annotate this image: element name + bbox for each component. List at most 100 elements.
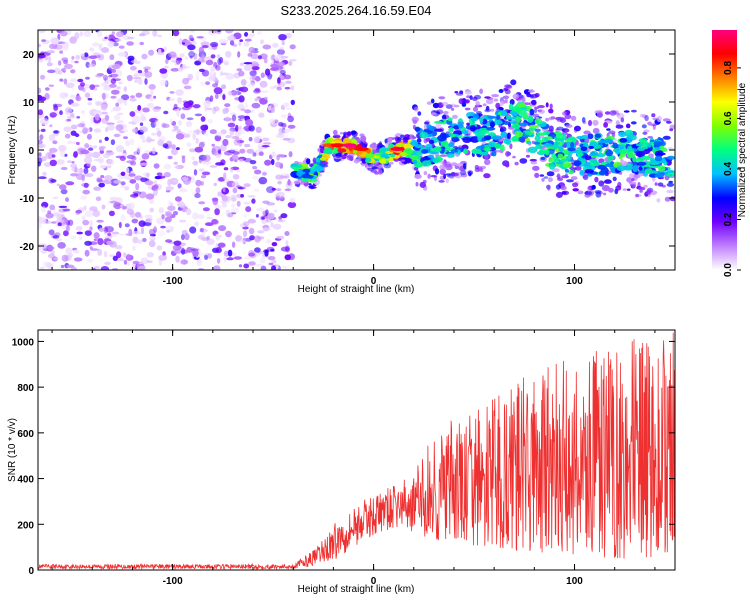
noise-blob	[197, 57, 207, 63]
noise-blob	[136, 239, 143, 244]
noise-blob	[248, 250, 255, 256]
noise-blob	[192, 132, 196, 140]
haze-blob	[339, 131, 343, 135]
signal-blob	[479, 116, 484, 124]
noise-blob	[156, 130, 162, 137]
haze-blob	[615, 124, 624, 129]
haze-blob	[293, 180, 301, 185]
noise-blob	[125, 140, 131, 147]
noise-blob	[182, 77, 190, 85]
noise-blob	[128, 138, 135, 145]
noise-blob	[115, 31, 124, 38]
noise-blob	[98, 147, 105, 151]
noise-blob	[203, 132, 209, 137]
noise-blob	[215, 132, 224, 137]
noise-blob	[140, 177, 148, 183]
haze-blob	[591, 184, 596, 190]
noise-blob	[237, 186, 246, 190]
noise-blob	[245, 206, 252, 213]
x-tick-label: 100	[566, 576, 583, 587]
noise-blob	[55, 238, 63, 242]
noise-blob	[93, 84, 100, 88]
signal-blob	[648, 170, 658, 175]
noise-blob	[287, 201, 297, 209]
noise-blob	[282, 102, 290, 108]
noise-blob	[137, 70, 143, 74]
noise-blob	[218, 177, 225, 182]
noise-blob	[180, 242, 186, 247]
noise-blob	[254, 98, 260, 102]
haze-blob	[417, 111, 422, 116]
haze-blob	[582, 174, 589, 181]
haze-blob	[626, 188, 631, 191]
noise-blob	[220, 200, 229, 204]
noise-blob	[109, 54, 115, 61]
haze-blob	[629, 173, 634, 179]
haze-blob	[564, 129, 570, 132]
noise-blob	[67, 253, 73, 258]
haze-blob	[509, 143, 513, 150]
signal-blob	[529, 108, 535, 116]
haze-blob	[423, 171, 428, 176]
haze-blob	[643, 129, 650, 133]
noise-blob	[139, 215, 143, 219]
noise-blob	[202, 207, 210, 212]
haze-blob	[547, 184, 551, 191]
haze-blob	[371, 142, 377, 148]
haze-blob	[377, 164, 383, 169]
haze-blob	[450, 107, 455, 111]
haze-blob	[493, 98, 499, 102]
haze-blob	[479, 165, 487, 170]
signal-blob	[379, 158, 387, 164]
noise-blob	[144, 180, 154, 186]
noise-blob	[250, 53, 259, 60]
noise-blob	[38, 176, 47, 180]
noise-blob	[69, 94, 76, 99]
noise-blob	[112, 78, 122, 81]
noise-blob	[38, 152, 42, 157]
noise-blob	[97, 238, 104, 246]
signal-blob	[509, 120, 516, 125]
noise-blob	[101, 117, 109, 124]
haze-blob	[606, 128, 611, 131]
noise-blob	[49, 159, 57, 167]
noise-blob	[257, 55, 262, 60]
haze-blob	[442, 111, 449, 115]
noise-blob	[206, 216, 214, 220]
noise-blob	[220, 71, 223, 76]
noise-blob	[110, 109, 114, 113]
noise-blob	[112, 106, 122, 112]
noise-blob	[243, 214, 248, 218]
noise-blob	[59, 150, 66, 157]
noise-blob	[60, 166, 68, 171]
noise-blob	[200, 38, 207, 41]
noise-blob	[251, 175, 259, 180]
noise-blob	[115, 124, 124, 132]
haze-blob	[512, 93, 520, 100]
signal-blob	[462, 148, 469, 154]
noise-blob	[233, 256, 242, 260]
noise-blob	[121, 206, 127, 210]
noise-blob	[282, 137, 291, 141]
noise-blob	[113, 133, 120, 138]
haze-blob	[526, 154, 530, 158]
noise-blob	[75, 209, 83, 214]
noise-blob	[282, 265, 288, 269]
noise-blob	[148, 235, 155, 240]
noise-blob	[69, 36, 77, 44]
noise-blob	[121, 94, 130, 101]
noise-blob	[50, 179, 57, 183]
noise-blob	[243, 41, 250, 47]
noise-blob	[275, 134, 285, 138]
noise-blob	[242, 230, 248, 238]
noise-blob	[59, 110, 63, 116]
haze-blob	[415, 181, 419, 187]
signal-blob	[561, 133, 567, 141]
haze-blob	[454, 91, 459, 94]
haze-blob	[443, 173, 447, 180]
noise-blob	[86, 58, 92, 62]
haze-blob	[651, 113, 656, 118]
noise-blob	[287, 115, 294, 123]
noise-blob	[118, 221, 122, 229]
